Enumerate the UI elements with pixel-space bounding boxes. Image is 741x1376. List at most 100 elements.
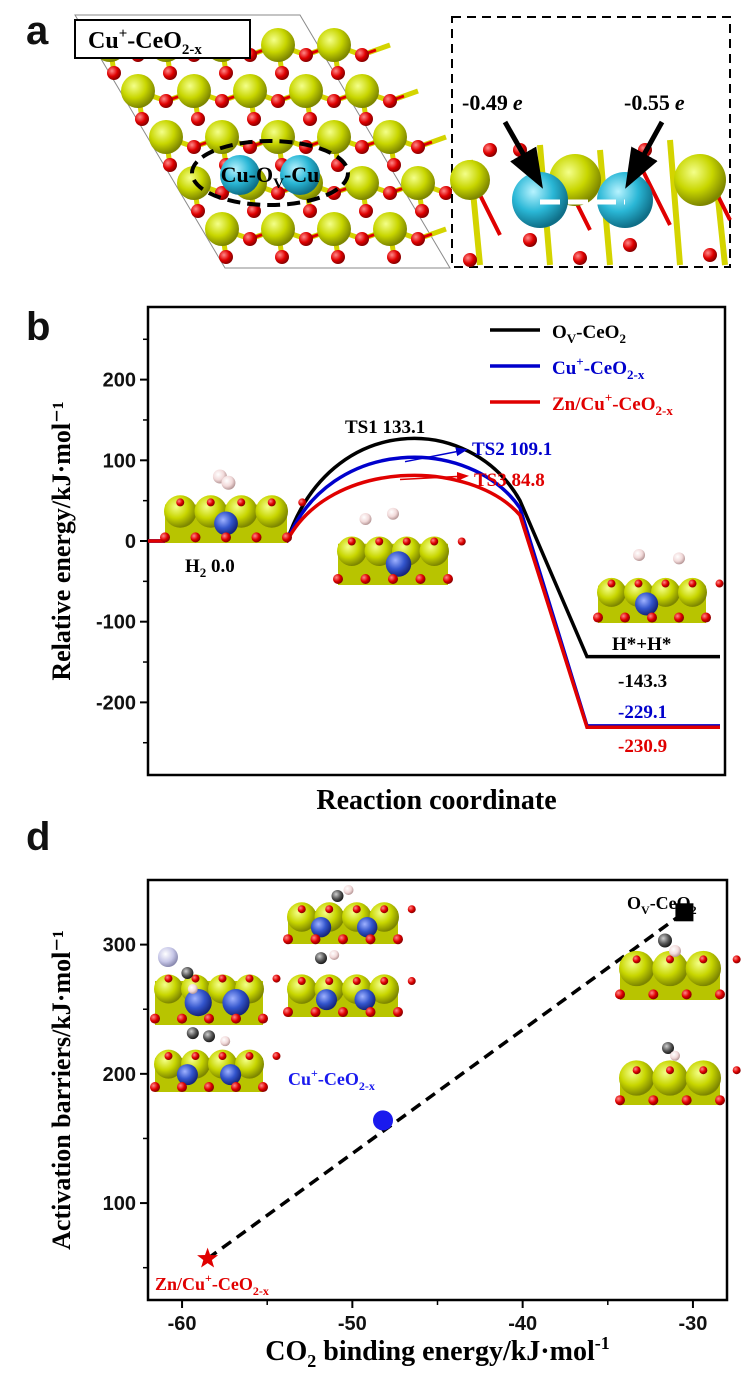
ts2-arrow <box>404 447 468 463</box>
o-atom <box>163 66 177 80</box>
ce-atom <box>317 120 351 154</box>
o-atom <box>620 612 630 623</box>
o-atom <box>206 498 215 507</box>
o-atom <box>275 66 289 80</box>
o-atom <box>310 1007 321 1018</box>
o-atom <box>159 94 173 108</box>
fit-line <box>206 910 686 1261</box>
annotation-final-red: -230.9 <box>618 736 667 757</box>
o-atom <box>359 204 373 218</box>
o-atom <box>681 989 692 1000</box>
o-atom <box>204 1082 214 1093</box>
o-atom <box>297 905 306 914</box>
h-atom <box>387 507 399 520</box>
ce-atom <box>678 577 707 607</box>
y-axis-label: Activation barriers/kJ·mol⁻¹ <box>47 930 76 1250</box>
ce-atom <box>205 212 239 246</box>
h-atom <box>669 945 681 957</box>
x-axis-label: CO2 binding energy/kJ·mol-1 <box>265 1333 610 1371</box>
o-atom <box>272 974 281 983</box>
o-atom <box>191 204 205 218</box>
cu-ov-cu-label: Cu-OV-Cu <box>221 162 320 192</box>
o-atom <box>439 186 453 200</box>
ce-atom <box>317 28 351 62</box>
o-atom <box>283 934 293 945</box>
structure-image <box>593 549 724 623</box>
o-atom <box>393 934 403 945</box>
o-atom <box>271 94 285 108</box>
ce-atom <box>597 577 626 607</box>
o-atom <box>221 532 231 543</box>
y-tick-label: -200 <box>96 692 136 714</box>
ce-atom <box>121 74 155 108</box>
o-atom <box>365 1007 376 1018</box>
o-atom <box>359 112 373 126</box>
y-tick-label: 200 <box>103 370 136 392</box>
o-atom <box>338 1007 348 1018</box>
ce-atom <box>369 974 399 1004</box>
o-atom <box>135 112 149 126</box>
series-line <box>148 473 720 730</box>
o-atom <box>732 955 741 964</box>
c-atom <box>203 1030 215 1043</box>
label-cu-ceo2: Cu+-CeO2-x <box>288 1066 375 1093</box>
o-atom <box>164 1052 173 1061</box>
o-atom <box>191 1052 200 1061</box>
o-atom <box>303 112 317 126</box>
h-atom <box>633 549 646 561</box>
o-atom <box>393 1007 403 1018</box>
o-atom <box>407 905 416 914</box>
ce-atom <box>419 536 449 566</box>
ce-atom <box>261 120 295 154</box>
ce-atom <box>373 212 407 246</box>
charge-arrow-left <box>502 120 543 189</box>
legend-label: OV-CeO2 <box>552 322 626 346</box>
y-tick-label: 0 <box>125 531 136 553</box>
zn-atom <box>635 592 659 616</box>
o-atom <box>430 537 439 546</box>
o-atom <box>701 612 711 623</box>
zn-atom <box>220 1064 242 1086</box>
ce-atom <box>261 28 295 62</box>
y-tick-label: 100 <box>103 1193 136 1215</box>
ce-atom <box>235 1049 264 1079</box>
x-axis-label: Reaction coordinate <box>316 785 556 816</box>
structure-image <box>283 950 416 1018</box>
ce-atom <box>317 212 351 246</box>
o-atom <box>387 158 401 172</box>
o-atom <box>150 1013 160 1024</box>
legend-label: Zn/Cu+-CeO2-x <box>552 390 673 418</box>
o-atom <box>219 250 233 264</box>
o-atom <box>632 955 641 964</box>
zn-atom <box>222 989 250 1017</box>
ce-atom <box>233 74 267 108</box>
annotation-hh: H*+H* <box>612 634 671 655</box>
series-line <box>148 455 720 728</box>
o-atom <box>325 905 334 914</box>
o-atom <box>699 955 708 964</box>
o-atom <box>463 253 477 267</box>
o-atom <box>176 498 185 507</box>
ce-atom <box>337 536 367 566</box>
o-atom <box>231 1082 241 1093</box>
annotation-ts1: TS1 133.1 <box>345 417 425 438</box>
o-atom <box>523 233 537 247</box>
ce-atom <box>255 495 288 528</box>
o-atom <box>282 532 292 543</box>
o-atom <box>258 1013 268 1024</box>
ce-atom <box>685 950 721 987</box>
o-atom <box>375 537 384 546</box>
zn-atom <box>354 989 376 1011</box>
ce-atom <box>364 536 394 566</box>
o-atom <box>632 1066 641 1075</box>
ce-atom <box>154 1049 183 1079</box>
surface-lattice-image <box>93 28 475 264</box>
c-atom <box>658 933 672 948</box>
o-atom <box>333 574 343 584</box>
o-atom <box>648 1095 659 1106</box>
o-atom <box>150 1082 160 1093</box>
o-atom <box>360 574 371 584</box>
o-atom <box>190 532 201 543</box>
ce-atom <box>345 74 379 108</box>
